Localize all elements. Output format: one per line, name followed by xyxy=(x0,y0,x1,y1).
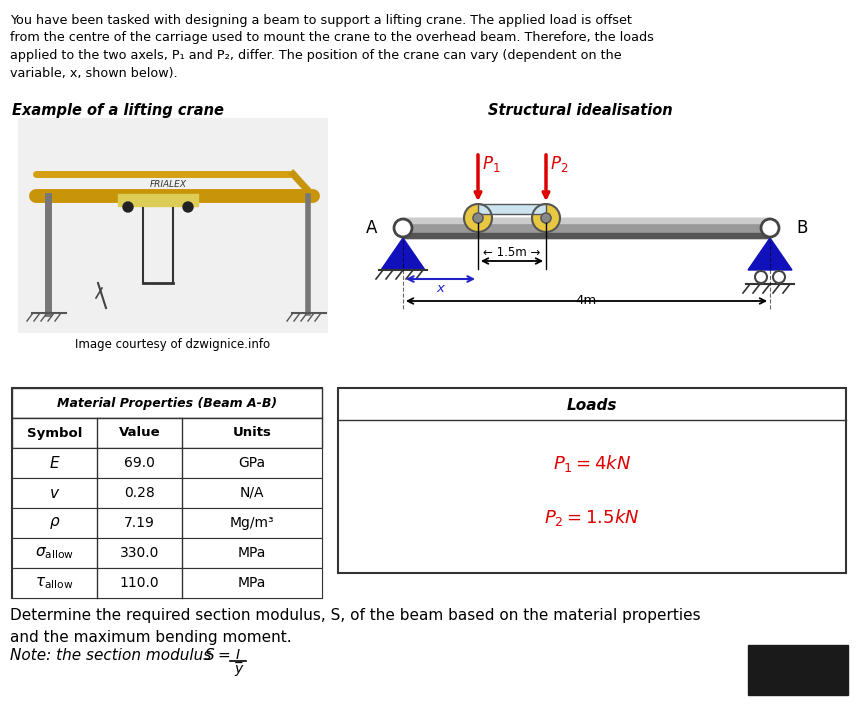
Circle shape xyxy=(464,204,492,232)
Bar xyxy=(403,233,770,238)
Text: 330.0: 330.0 xyxy=(120,546,160,560)
Text: Structural idealisation: Structural idealisation xyxy=(487,103,673,118)
Text: Note: the section modulus: Note: the section modulus xyxy=(10,648,216,663)
Bar xyxy=(478,204,546,214)
Bar xyxy=(12,538,322,568)
Text: Loads: Loads xyxy=(567,398,617,413)
Text: from the centre of the carriage used to mount the crane to the overhead beam. Th: from the centre of the carriage used to … xyxy=(10,32,654,45)
Text: $E$: $E$ xyxy=(49,455,60,471)
Text: $\sigma_\mathregular{allow}$: $\sigma_\mathregular{allow}$ xyxy=(35,545,74,561)
Bar xyxy=(12,508,322,538)
Circle shape xyxy=(123,202,133,212)
Text: Example of a lifting crane: Example of a lifting crane xyxy=(12,103,224,118)
Text: Determine the required section modulus, S, of the beam based on the material pro: Determine the required section modulus, … xyxy=(10,608,701,623)
Text: Symbol: Symbol xyxy=(27,426,82,439)
Circle shape xyxy=(183,202,193,212)
Text: 110.0: 110.0 xyxy=(119,576,160,590)
Bar xyxy=(12,478,322,508)
Text: MPa: MPa xyxy=(238,546,266,560)
Text: 0.28: 0.28 xyxy=(124,486,155,500)
Circle shape xyxy=(532,204,560,232)
Circle shape xyxy=(773,271,785,283)
Text: You have been tasked with designing a beam to support a lifting crane. The appli: You have been tasked with designing a be… xyxy=(10,14,631,27)
Bar xyxy=(18,118,328,333)
Bar xyxy=(12,388,322,418)
Text: $P_2 = 1.5kN$: $P_2 = 1.5kN$ xyxy=(544,508,640,528)
Text: Value: Value xyxy=(118,426,160,439)
Text: applied to the two axels, P₁ and P₂, differ. The position of the crane can vary : applied to the two axels, P₁ and P₂, dif… xyxy=(10,49,622,62)
Bar xyxy=(118,194,198,206)
Text: GPa: GPa xyxy=(239,456,266,470)
Text: variable, x, shown below).: variable, x, shown below). xyxy=(10,66,178,80)
Bar xyxy=(12,568,322,598)
Text: 69.0: 69.0 xyxy=(124,456,155,470)
Text: Image courtesy of dzwignice.info: Image courtesy of dzwignice.info xyxy=(76,338,270,351)
Text: x: x xyxy=(437,282,444,295)
Text: FRIALEX: FRIALEX xyxy=(149,180,186,189)
Text: y̅: y̅ xyxy=(234,662,242,676)
Bar xyxy=(748,645,848,695)
Text: $P_1$: $P_1$ xyxy=(482,154,500,174)
Text: B: B xyxy=(796,219,807,237)
Text: ← 1.5m →: ← 1.5m → xyxy=(483,246,541,259)
Text: 7.19: 7.19 xyxy=(124,516,155,530)
Text: $P_2$: $P_2$ xyxy=(550,154,568,174)
Text: 4m: 4m xyxy=(576,295,597,308)
Text: Mg/m³: Mg/m³ xyxy=(230,516,275,530)
Text: and the maximum bending moment.: and the maximum bending moment. xyxy=(10,630,292,645)
Text: $\tau_\mathregular{allow}$: $\tau_\mathregular{allow}$ xyxy=(35,575,74,591)
Circle shape xyxy=(761,219,779,237)
Text: MPa: MPa xyxy=(238,576,266,590)
Text: N/A: N/A xyxy=(239,486,264,500)
Bar xyxy=(403,218,770,223)
Bar xyxy=(338,388,846,573)
Text: A: A xyxy=(366,219,377,237)
Polygon shape xyxy=(381,238,425,270)
Circle shape xyxy=(473,213,483,223)
Circle shape xyxy=(541,213,551,223)
Bar xyxy=(403,218,770,238)
Text: Units: Units xyxy=(233,426,271,439)
Text: Material Properties (Beam A-B): Material Properties (Beam A-B) xyxy=(57,396,277,410)
Polygon shape xyxy=(748,238,792,270)
Bar xyxy=(12,448,322,478)
Text: $P_1 = 4kN$: $P_1 = 4kN$ xyxy=(553,452,631,474)
Bar xyxy=(12,388,322,598)
Text: I: I xyxy=(236,648,240,662)
Circle shape xyxy=(755,271,767,283)
Text: $\rho$: $\rho$ xyxy=(49,515,60,531)
Circle shape xyxy=(394,219,412,237)
Text: S: S xyxy=(205,648,214,663)
Bar xyxy=(12,418,322,448)
Text: $v$: $v$ xyxy=(49,485,60,500)
Text: =: = xyxy=(217,648,230,663)
